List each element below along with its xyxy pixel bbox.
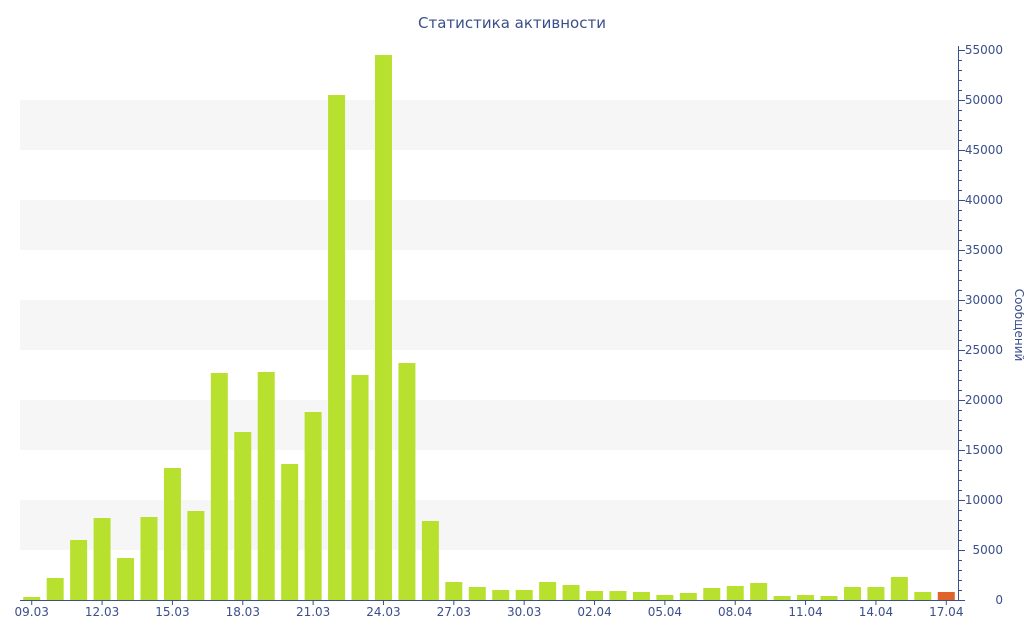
bar [117, 558, 135, 600]
bar [421, 521, 439, 600]
bar [398, 363, 416, 600]
bar [70, 540, 88, 600]
bar [163, 468, 181, 600]
y-tick-label: 35000 [965, 243, 1003, 257]
bar [679, 593, 697, 600]
y-axis-title: Сообщений [1012, 289, 1024, 362]
bar [46, 578, 64, 600]
x-tick-label: 24.03 [366, 605, 400, 619]
bar [492, 590, 510, 600]
x-tick-label: 08.04 [718, 605, 752, 619]
y-tick-label: 45000 [965, 143, 1003, 157]
bar [187, 511, 205, 600]
x-tick-label: 17.04 [929, 605, 963, 619]
grid-band [20, 100, 958, 150]
grid-band [20, 500, 958, 550]
bar [773, 596, 791, 600]
bar [468, 587, 486, 600]
bar [328, 95, 346, 600]
x-tick-label: 05.04 [648, 605, 682, 619]
x-tick-label: 12.03 [85, 605, 119, 619]
bar [726, 586, 744, 600]
grid-band [20, 300, 958, 350]
bar [937, 592, 955, 600]
bar [351, 375, 369, 600]
bar [750, 583, 768, 600]
bar [703, 588, 721, 600]
y-tick-label: 30000 [965, 293, 1003, 307]
y-tick-label: 20000 [965, 393, 1003, 407]
bar [843, 587, 861, 600]
bar [562, 585, 580, 600]
bar [867, 587, 885, 600]
x-tick-label: 18.03 [226, 605, 260, 619]
y-tick-label: 25000 [965, 343, 1003, 357]
bar [632, 592, 650, 600]
bar [515, 590, 533, 600]
bar [234, 432, 252, 600]
y-tick-label: 50000 [965, 93, 1003, 107]
bar [210, 373, 228, 600]
bar [656, 595, 674, 600]
x-tick-label: 11.04 [788, 605, 822, 619]
bar [797, 595, 815, 600]
bar [914, 592, 932, 600]
y-tick-label: 15000 [965, 443, 1003, 457]
bar [140, 517, 158, 600]
bar [374, 55, 392, 600]
y-tick-label: 10000 [965, 493, 1003, 507]
x-tick-label: 14.04 [859, 605, 893, 619]
y-tick-label: 55000 [965, 43, 1003, 57]
x-tick-label: 09.03 [15, 605, 49, 619]
bar [23, 597, 41, 600]
y-tick-label: 5000 [972, 543, 1003, 557]
bar [539, 582, 557, 600]
bar [93, 518, 111, 600]
bar [586, 591, 604, 600]
chart-title: Статистика активности [418, 14, 606, 32]
grid-band [20, 400, 958, 450]
x-tick-label: 02.04 [577, 605, 611, 619]
bar [304, 412, 322, 600]
bar [257, 372, 275, 600]
y-tick-label: 40000 [965, 193, 1003, 207]
bar [609, 591, 627, 600]
bar [445, 582, 463, 600]
x-tick-label: 15.03 [155, 605, 189, 619]
grid-band [20, 200, 958, 250]
y-tick-label: 0 [995, 593, 1003, 607]
bar [890, 577, 908, 600]
x-tick-label: 21.03 [296, 605, 330, 619]
bar [820, 596, 838, 600]
bar [281, 464, 299, 600]
x-tick-label: 27.03 [437, 605, 471, 619]
x-tick-label: 30.03 [507, 605, 541, 619]
